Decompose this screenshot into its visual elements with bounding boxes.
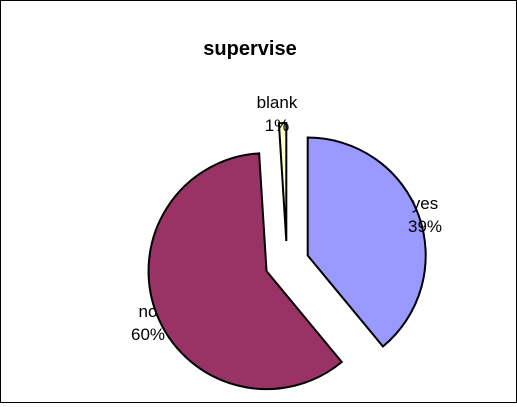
chart-title: supervise — [203, 38, 296, 60]
pie-labels: yes 39% no 60% blank 1% — [131, 93, 442, 344]
slice-label-blank: blank — [257, 93, 298, 112]
slice-percent-blank: 1% — [265, 116, 290, 135]
pie-slice-blank — [277, 122, 288, 242]
pie-slice-yes — [306, 136, 427, 348]
slice-label-yes: yes — [412, 194, 438, 213]
slice-label-no: no — [139, 302, 158, 321]
pie-slices — [147, 122, 427, 391]
slice-percent-yes: 39% — [408, 217, 442, 236]
pie-slice-no — [147, 152, 344, 391]
slice-percent-no: 60% — [131, 325, 165, 344]
